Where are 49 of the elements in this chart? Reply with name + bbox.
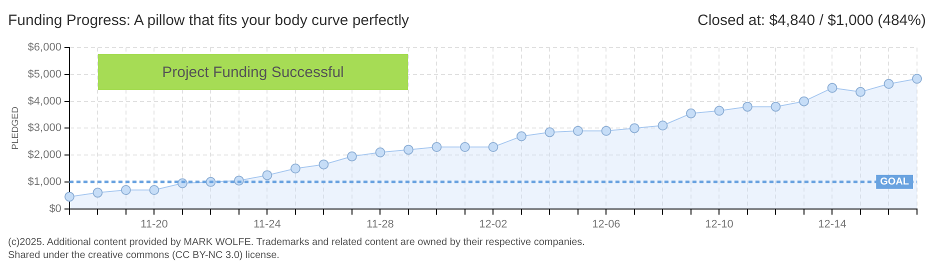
x-tick-label: 11-20 xyxy=(140,218,168,230)
point xyxy=(403,144,414,155)
point xyxy=(714,106,724,116)
point xyxy=(629,123,640,134)
point xyxy=(658,120,668,131)
y-tick-label: $3,000 xyxy=(28,122,62,134)
point xyxy=(798,96,809,106)
point xyxy=(827,82,838,93)
point xyxy=(742,102,752,112)
x-tick-label: 11-28 xyxy=(366,218,394,230)
point xyxy=(262,170,272,180)
x-tick-label: 11-24 xyxy=(254,218,281,230)
point xyxy=(912,74,922,84)
success-banner: Project Funding Successful xyxy=(98,54,408,90)
point xyxy=(346,151,357,162)
x-tick-label: 12-10 xyxy=(705,218,734,230)
point xyxy=(488,142,498,152)
point xyxy=(884,78,894,89)
y-tick-label: $6,000 xyxy=(28,42,62,54)
point xyxy=(770,102,781,112)
ref-line-label: GOAL xyxy=(880,176,910,188)
point xyxy=(572,126,583,136)
y-tick-label: $2,000 xyxy=(28,149,62,162)
point xyxy=(375,147,386,158)
point xyxy=(120,184,131,195)
point xyxy=(855,86,866,97)
text: Shared under the creative commons (CC BY-NC 3.0) license. xyxy=(8,249,280,262)
y-tick-label: $4,000 xyxy=(28,95,62,108)
point xyxy=(92,188,103,198)
chart-title: Funding Progress: A pillow that fits your body curve perfectly xyxy=(8,12,410,29)
x-tick-label: 12-02 xyxy=(479,218,508,230)
point xyxy=(318,159,329,170)
y-axis-title: PLEDGED xyxy=(10,106,20,150)
y-tick-label: $0 xyxy=(49,202,62,215)
point xyxy=(432,142,442,152)
y-tick-label: $1,000 xyxy=(28,176,62,188)
point xyxy=(686,108,696,118)
chart-subtitle: Closed at: $4,840 / $1,000 (484%) xyxy=(698,12,926,29)
text: (c)2025. Additional content provided by MARK WOLFE. Trademarks and related content are owned by their respective companies. xyxy=(8,236,585,249)
y-tick-label: $5,000 xyxy=(28,68,62,80)
point xyxy=(290,164,300,174)
point xyxy=(516,131,526,142)
point xyxy=(149,184,160,195)
point xyxy=(460,142,470,152)
point xyxy=(544,127,555,138)
point xyxy=(601,126,612,136)
x-tick-label: 12-14 xyxy=(818,218,846,230)
x-tick-label: 12-06 xyxy=(592,218,620,230)
point xyxy=(64,192,74,202)
